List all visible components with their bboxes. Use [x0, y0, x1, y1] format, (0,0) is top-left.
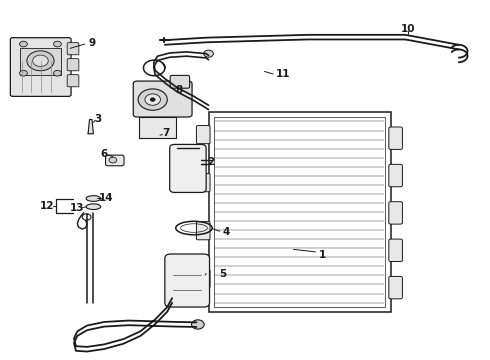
FancyBboxPatch shape [389, 239, 402, 261]
FancyBboxPatch shape [196, 270, 210, 288]
Polygon shape [88, 120, 94, 134]
Circle shape [145, 94, 160, 105]
Text: 11: 11 [276, 69, 290, 79]
FancyBboxPatch shape [196, 126, 210, 144]
Text: 3: 3 [95, 114, 102, 124]
Text: 4: 4 [223, 226, 230, 237]
Text: 10: 10 [400, 24, 415, 34]
Ellipse shape [86, 195, 101, 201]
FancyBboxPatch shape [10, 38, 71, 96]
FancyBboxPatch shape [133, 81, 192, 117]
FancyBboxPatch shape [389, 165, 402, 187]
Text: 6: 6 [100, 149, 108, 159]
Circle shape [33, 55, 48, 67]
Circle shape [109, 157, 117, 163]
Circle shape [53, 41, 61, 47]
Ellipse shape [86, 204, 101, 210]
FancyBboxPatch shape [389, 276, 402, 299]
Bar [215, 117, 385, 307]
Text: 14: 14 [99, 193, 114, 203]
Circle shape [192, 320, 204, 329]
FancyBboxPatch shape [170, 75, 190, 88]
Circle shape [53, 71, 61, 76]
FancyBboxPatch shape [389, 202, 402, 224]
FancyBboxPatch shape [170, 144, 206, 193]
Bar [209, 112, 391, 312]
Circle shape [204, 50, 214, 57]
FancyBboxPatch shape [196, 174, 210, 192]
Circle shape [138, 89, 167, 110]
FancyBboxPatch shape [105, 155, 124, 166]
Text: 9: 9 [88, 38, 96, 48]
Circle shape [27, 51, 54, 71]
Text: 13: 13 [70, 203, 85, 213]
Text: 12: 12 [40, 201, 54, 211]
Circle shape [20, 71, 27, 76]
Text: 2: 2 [207, 157, 215, 167]
FancyBboxPatch shape [67, 42, 79, 55]
FancyBboxPatch shape [389, 127, 402, 149]
Text: 5: 5 [220, 269, 227, 279]
FancyBboxPatch shape [67, 59, 79, 71]
FancyBboxPatch shape [165, 254, 210, 307]
Text: 8: 8 [176, 85, 183, 95]
Circle shape [20, 41, 27, 47]
FancyBboxPatch shape [67, 75, 79, 87]
Bar [139, 117, 175, 138]
FancyBboxPatch shape [196, 222, 210, 240]
Circle shape [150, 98, 155, 102]
Bar [20, 48, 61, 75]
Text: 7: 7 [163, 128, 170, 138]
Text: 1: 1 [319, 250, 326, 260]
